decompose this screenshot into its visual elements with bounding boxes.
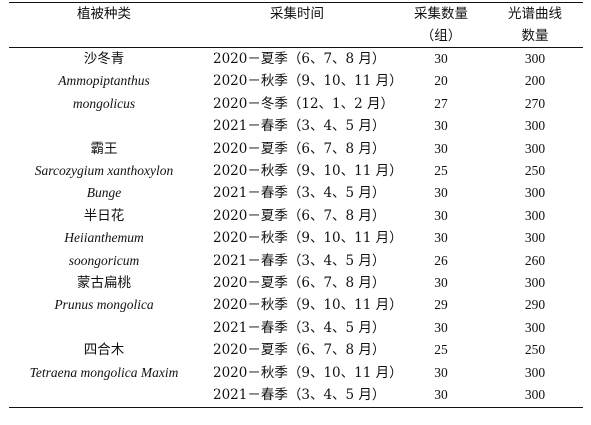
species-cell: Bunge [86, 185, 122, 201]
collection-time-cell: 2021－春季（3、4、5 月） [213, 118, 386, 135]
species-cell: Heiianthemum [64, 230, 144, 246]
sample-count-cell: 30 [434, 230, 448, 246]
spectral-curve-count-cell: 300 [524, 51, 546, 66]
sample-count-cell: 25 [434, 163, 448, 179]
table-header: 植被种类 采集时间 采集数量 光谱曲线 （组） 数量 [9, 2, 583, 48]
table-row: 2021－春季（3、4、5 月） 30 300 [9, 317, 583, 339]
sample-count-cell: 27 [434, 95, 448, 111]
header-species: 植被种类 [77, 6, 131, 22]
species-cell: 四合木 [83, 342, 125, 359]
table-row: Sarcozygium xanthoxylon 2020－秋季（9、10、11 月… [9, 160, 583, 182]
sample-count-cell: 30 [434, 319, 448, 335]
species-cell: 半日花 [83, 207, 125, 224]
header-time: 采集时间 [270, 6, 324, 22]
sample-count-cell: 30 [434, 364, 448, 380]
collection-time-cell: 2020－夏季（6、7、8 月） [213, 51, 386, 67]
table-body: 沙冬青 2020－夏季（6、7、8 月） 30 300 Ammopiptanthus 20… [9, 48, 583, 407]
sample-count-cell: 30 [434, 185, 448, 201]
table-row: 沙冬青 2020－夏季（6、7、8 月） 30 300 [9, 48, 583, 71]
table-row: 2021－春季（3、4、5 月） 30 300 [9, 115, 583, 137]
collection-time-cell: 2021－春季（3、4、5 月） [213, 387, 386, 404]
data-table: 植被种类 采集时间 采集数量 光谱曲线 （组） 数量 沙冬青 2020－夏季（6、… [9, 2, 583, 408]
species-cell: mongolicus [72, 95, 136, 111]
sample-count-cell: 30 [434, 275, 448, 291]
sample-count-cell: 20 [434, 73, 448, 89]
species-cell: Tetraena mongolica Maxim [29, 364, 179, 380]
species-cell: Prunus mongolica [54, 297, 154, 313]
spectral-curve-count-cell: 300 [524, 319, 546, 335]
table-row: 霸王 2020－夏季（6、7、8 月） 30 300 [9, 138, 583, 160]
header-row-2: （组） 数量 [9, 25, 583, 48]
header-count: 采集数量 [414, 6, 468, 22]
sample-count-cell: 25 [434, 342, 448, 358]
table-row: Heiianthemum 2020－秋季（9、10、11 月） 30 300 [9, 227, 583, 249]
sample-count-cell: 30 [434, 140, 448, 156]
sample-count-cell: 30 [434, 51, 448, 66]
spectral-curve-count-cell: 200 [524, 73, 546, 89]
table-row: 半日花 2020－夏季（6、7、8 月） 30 300 [9, 205, 583, 227]
table-row: soongoricum 2021－春季（3、4、5 月） 26 260 [9, 250, 583, 272]
spectral-curve-count-cell: 300 [524, 118, 546, 134]
collection-time-cell: 2021－春季（3、4、5 月） [213, 319, 386, 336]
species-cell: 沙冬青 [83, 51, 125, 67]
collection-time-cell: 2020－夏季（6、7、8 月） [213, 342, 386, 359]
spectral-curve-count-cell: 250 [524, 342, 546, 358]
sample-count-cell: 30 [434, 207, 448, 223]
header-time-line2 [199, 25, 395, 48]
collection-time-cell: 2020－夏季（6、7、8 月） [213, 140, 386, 157]
collection-time-cell: 2020－秋季（9、10、11 月） [213, 364, 403, 381]
sample-count-cell: 29 [434, 297, 448, 313]
header-count-unit: （组） [420, 28, 462, 44]
spectral-curve-count-cell: 300 [524, 364, 546, 380]
spectral-curve-count-cell: 300 [524, 275, 546, 291]
collection-time-cell: 2020－秋季（9、10、11 月） [213, 230, 403, 247]
table-row: mongolicus 2020－冬季（12、1、2 月） 27 270 [9, 93, 583, 115]
header-species-line2 [9, 25, 199, 48]
species-cell [9, 384, 199, 407]
table-row: 四合木 2020－夏季（6、7、8 月） 25 250 [9, 339, 583, 361]
species-cell: soongoricum [68, 252, 140, 268]
sample-count-cell: 30 [434, 387, 448, 403]
collection-time-cell: 2021－春季（3、4、5 月） [213, 252, 386, 269]
spectral-curve-count-cell: 270 [524, 95, 546, 111]
species-cell [9, 317, 199, 339]
collection-time-cell: 2020－秋季（9、10、11 月） [213, 73, 403, 90]
species-cell: 霸王 [90, 140, 118, 157]
table-row: Bunge 2021－春季（3、4、5 月） 30 300 [9, 182, 583, 204]
spectral-curve-count-cell: 300 [524, 185, 546, 201]
collection-time-cell: 2020－秋季（9、10、11 月） [213, 297, 403, 314]
spectral-curve-count-cell: 260 [524, 252, 546, 268]
spectral-curve-count-cell: 300 [524, 230, 546, 246]
table-row: Ammopiptanthus 2020－秋季（9、10、11 月） 20 200 [9, 70, 583, 92]
collection-time-cell: 2020－夏季（6、7、8 月） [213, 275, 386, 292]
spectral-curve-count-cell: 290 [524, 297, 546, 313]
sample-count-cell: 30 [434, 118, 448, 134]
header-curves-line2: 数量 [521, 28, 549, 44]
species-cell [9, 115, 199, 137]
table-row: 2021－春季（3、4、5 月） 30 300 [9, 384, 583, 407]
species-cell: 蒙古扁桃 [77, 275, 131, 292]
spectral-curve-count-cell: 300 [524, 207, 546, 223]
table-row: Prunus mongolica 2020－秋季（9、10、11 月） 29 290 [9, 294, 583, 316]
sample-count-cell: 26 [434, 252, 448, 268]
table-row: 蒙古扁桃 2020－夏季（6、7、8 月） 30 300 [9, 272, 583, 294]
species-cell: Sarcozygium xanthoxylon [34, 163, 174, 179]
collection-time-cell: 2020－秋季（9、10、11 月） [213, 163, 403, 180]
spectral-curve-count-cell: 300 [524, 387, 546, 403]
collection-time-cell: 2021－春季（3、4、5 月） [213, 185, 386, 202]
header-row-1: 植被种类 采集时间 采集数量 光谱曲线 [9, 2, 583, 26]
collection-time-cell: 2020－夏季（6、7、8 月） [213, 207, 386, 224]
spectral-curve-count-cell: 300 [524, 140, 546, 156]
table-row: Tetraena mongolica Maxim 2020－秋季（9、10、11 … [9, 362, 583, 384]
spectral-curve-count-cell: 250 [524, 163, 546, 179]
collection-time-cell: 2020－冬季（12、1、2 月） [213, 95, 395, 112]
header-curves: 光谱曲线 [508, 6, 562, 22]
species-cell: Ammopiptanthus [58, 73, 150, 89]
